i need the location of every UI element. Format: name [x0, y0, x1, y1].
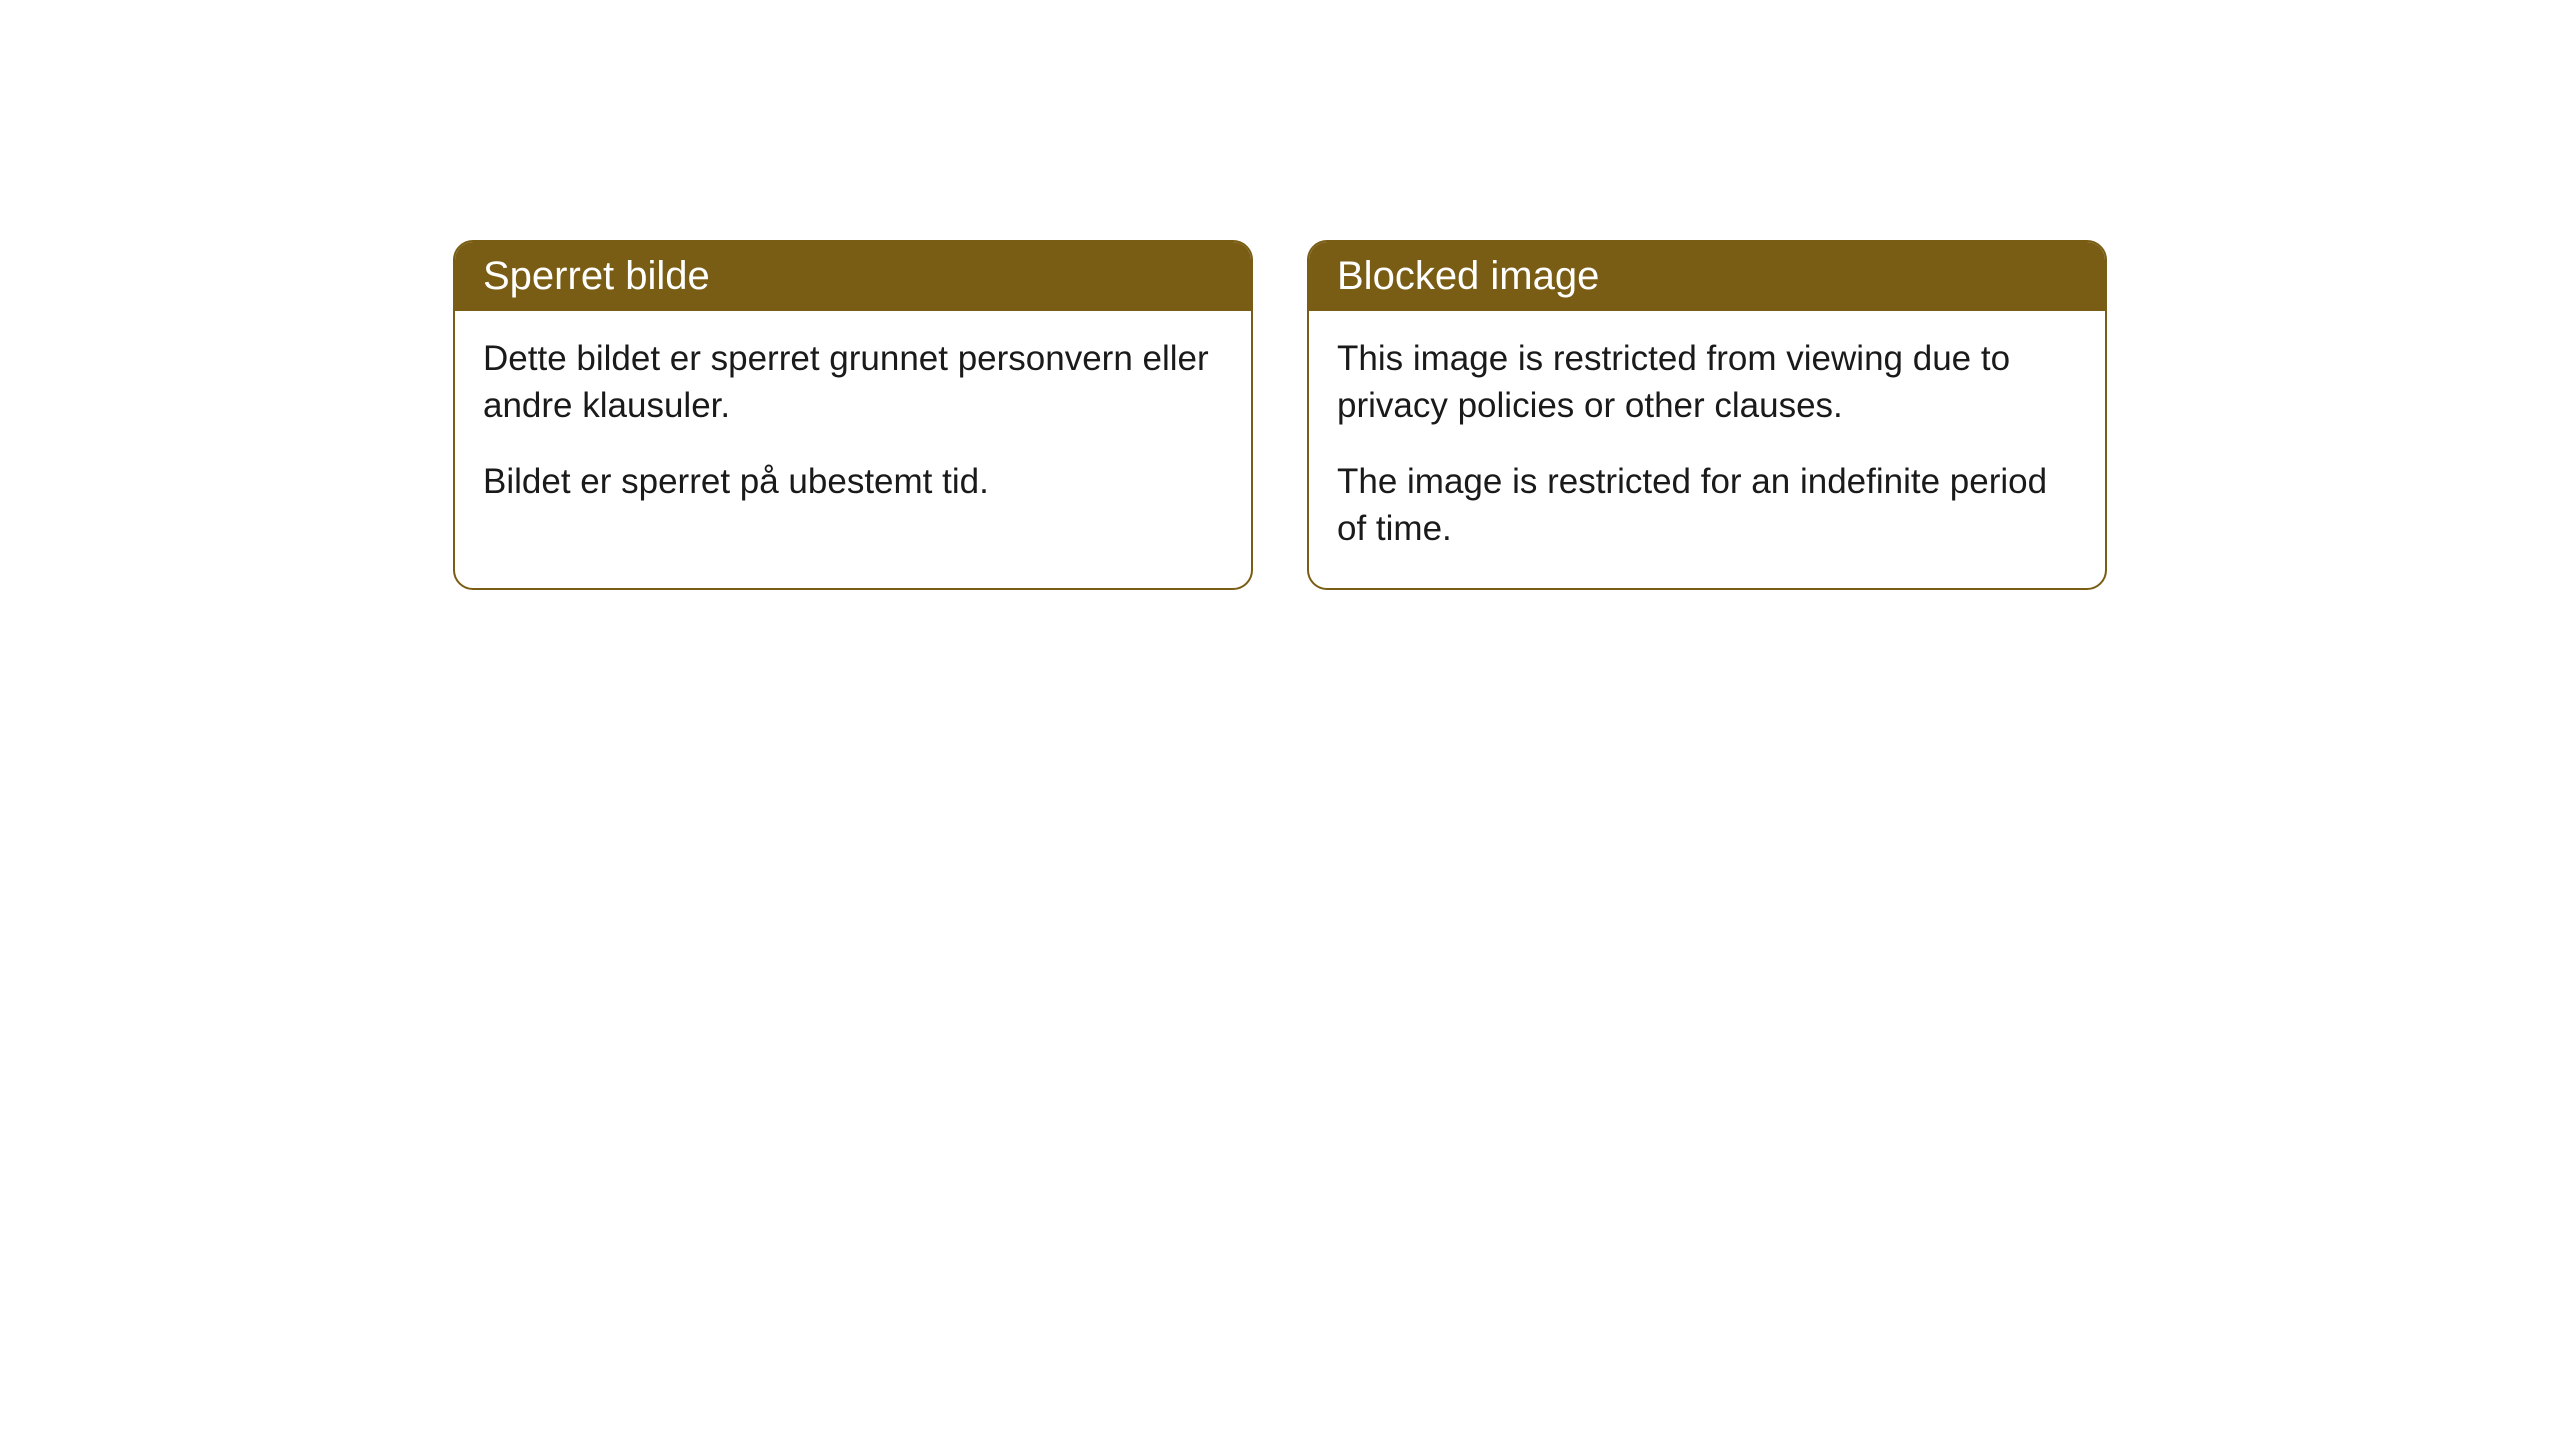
card-body: Dette bildet er sperret grunnet personve…	[455, 311, 1251, 541]
card-title: Blocked image	[1337, 254, 1599, 298]
card-norwegian: Sperret bilde Dette bildet er sperret gr…	[453, 240, 1253, 590]
card-paragraph: The image is restricted for an indefinit…	[1337, 458, 2077, 553]
card-paragraph: Bildet er sperret på ubestemt tid.	[483, 458, 1223, 505]
card-title: Sperret bilde	[483, 254, 710, 298]
cards-container: Sperret bilde Dette bildet er sperret gr…	[453, 240, 2107, 590]
card-header: Blocked image	[1309, 242, 2105, 311]
card-body: This image is restricted from viewing du…	[1309, 311, 2105, 588]
card-paragraph: Dette bildet er sperret grunnet personve…	[483, 335, 1223, 430]
card-header: Sperret bilde	[455, 242, 1251, 311]
card-english: Blocked image This image is restricted f…	[1307, 240, 2107, 590]
card-paragraph: This image is restricted from viewing du…	[1337, 335, 2077, 430]
